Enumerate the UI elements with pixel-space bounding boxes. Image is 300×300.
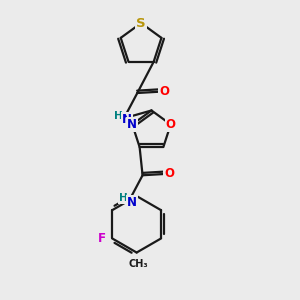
Text: CH₃: CH₃: [128, 259, 148, 269]
Text: F: F: [98, 232, 106, 245]
Text: N: N: [127, 118, 137, 131]
Text: O: O: [159, 85, 169, 98]
Text: S: S: [136, 16, 146, 30]
Text: O: O: [166, 118, 176, 131]
Text: N: N: [127, 196, 137, 208]
Text: O: O: [164, 167, 174, 180]
Text: N: N: [122, 113, 132, 126]
Text: H: H: [119, 193, 128, 203]
Text: H: H: [114, 111, 122, 121]
